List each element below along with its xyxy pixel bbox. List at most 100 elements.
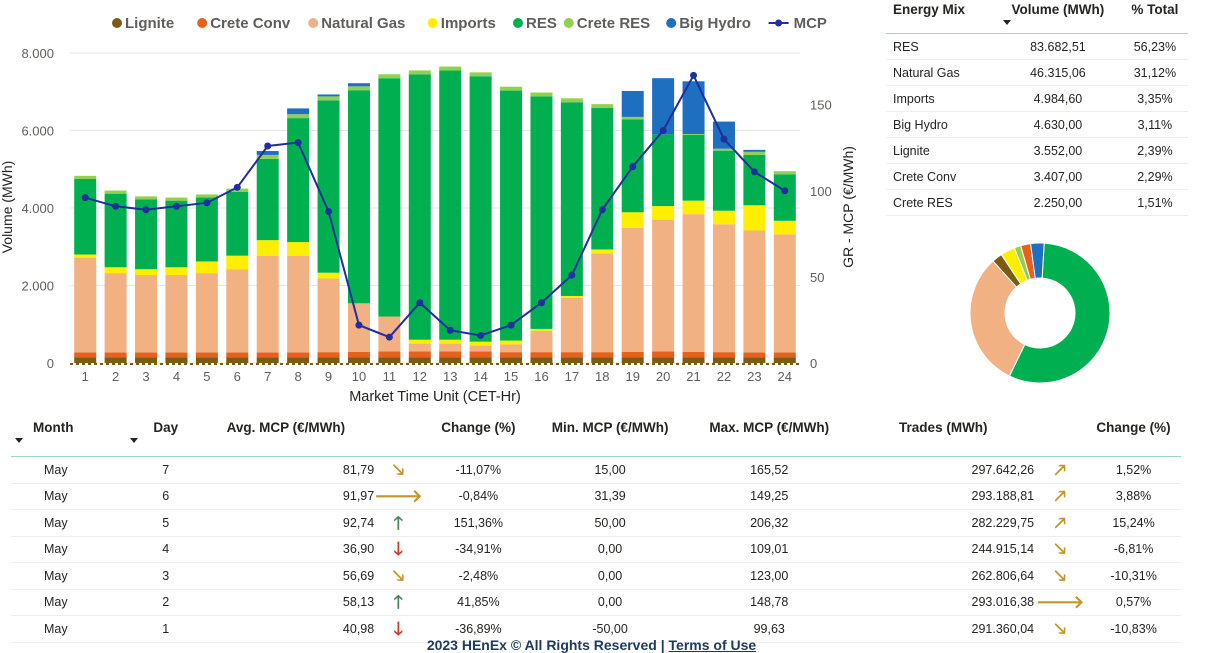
x-tick-label: 23	[747, 369, 761, 384]
month-header[interactable]: Month	[11, 414, 134, 457]
arrow-down-right-icon: 🡖	[1054, 565, 1067, 586]
bar-crete-res	[591, 104, 614, 109]
volume-cell: 3.407,00	[994, 163, 1122, 190]
energy-mix-header[interactable]: Energy Mix	[886, 0, 994, 34]
day-cell: 2	[133, 589, 198, 616]
month-cell: May	[11, 615, 134, 643]
mcp-point	[172, 202, 180, 210]
x-tick-label: 11	[383, 369, 397, 384]
arrow-up-icon: 🡑	[393, 512, 404, 533]
legend-marker	[308, 18, 319, 28]
x-tick-label: 24	[778, 369, 792, 384]
bar-natural-gas	[500, 344, 523, 353]
bar-crete-conv	[317, 352, 340, 358]
legend-label: Lignite	[125, 15, 174, 32]
change-header-2[interactable]: Change (%)	[1086, 414, 1181, 457]
min-mcp-cell: 0,00	[534, 562, 686, 590]
daily-row[interactable]: May 1 40,98 🡓 -36,89% -50,00 99,63 291.360,04 🡖 -…	[11, 615, 1181, 643]
daily-row[interactable]: May 5 92,74 🡑 151,36% 50,00 206,32 282.229,75 🡕 1…	[11, 509, 1181, 537]
change-header-1[interactable]: Change (%)	[422, 414, 535, 457]
month-cell: May	[11, 483, 134, 510]
bar-crete-res	[256, 154, 279, 159]
energy-mix-row[interactable]: Crete RES 2.250,00 1,51%	[886, 189, 1188, 216]
energy-mix-donut	[969, 242, 1111, 384]
bar-lignite	[591, 357, 614, 363]
x-tick-label: 1	[82, 369, 89, 384]
mcp-point	[385, 333, 393, 341]
daily-row[interactable]: May 3 56,69 🡖 -2,48% 0,00 123,00 262.806,64 🡖 -10…	[11, 562, 1181, 590]
arrow-up-right-icon: 🡕	[1054, 486, 1067, 507]
volume-header[interactable]: Volume (MWh)	[994, 0, 1122, 34]
sort-desc-icon[interactable]	[129, 438, 138, 443]
trades-cell: 291.360,04	[852, 615, 1035, 643]
trend-arrow-icon: 🡖	[1034, 536, 1087, 563]
daily-row[interactable]: May 7 81,79 🡖 -11,07% 15,00 165,52 297.642,26 🡕 1…	[11, 456, 1181, 484]
mcp-point	[446, 326, 454, 334]
energy-source-cell: Imports	[886, 85, 994, 112]
avg-mcp-cell: 91,97	[197, 483, 375, 510]
change-cell: 151,36%	[422, 509, 535, 537]
bar-crete-conv	[621, 351, 644, 358]
avg-mcp-header[interactable]: Avg. MCP (€/MWh)	[197, 414, 375, 457]
daily-row[interactable]: May 2 58,13 🡑 41,85% 0,00 148,78 293.016,38 🡒 0,5…	[11, 589, 1181, 616]
daily-row[interactable]: May 4 36,90 🡓 -34,91% 0,00 109,01 244.915,14 🡖 -6…	[11, 536, 1181, 563]
max-mcp-cell: 165,52	[685, 456, 853, 484]
bar-crete-res	[74, 175, 97, 179]
x-tick-label: 7	[264, 369, 271, 384]
sort-desc-icon[interactable]	[1003, 20, 1011, 25]
energy-mix-row[interactable]: Crete Conv 3.407,00 2,29%	[886, 163, 1188, 190]
bar-imports	[226, 255, 249, 270]
bar-res	[712, 150, 735, 211]
day-header[interactable]: Day	[129, 414, 198, 457]
bar-imports	[712, 210, 735, 225]
day-cell: 4	[133, 536, 198, 563]
volume-cell: 46.315,06	[994, 59, 1122, 86]
bar-lignite	[530, 357, 553, 363]
mcp-point	[477, 331, 485, 339]
avg-mcp-cell: 81,79	[197, 456, 375, 484]
energy-mix-row[interactable]: Imports 4.984,60 3,35%	[886, 85, 1188, 112]
bar-res	[530, 96, 553, 329]
energy-mix-row[interactable]: Lignite 3.552,00 2,39%	[886, 137, 1188, 164]
energy-mix-row[interactable]: Natural Gas 46.315,06 31,12%	[886, 59, 1188, 86]
trend-arrow-icon: 🡑	[374, 509, 423, 537]
bar-natural-gas	[287, 255, 310, 353]
arrow-down-right-icon: 🡖	[1054, 539, 1067, 560]
bar-lignite	[743, 357, 766, 363]
min-mcp-header[interactable]: Min. MCP (€/MWh)	[534, 414, 686, 457]
mcp-point	[81, 194, 89, 202]
mcp-point	[355, 321, 363, 329]
trades-header[interactable]: Trades (MWh)	[852, 414, 1035, 457]
bar-natural-gas	[74, 257, 97, 353]
trend-arrow-icon: 🡖	[1034, 615, 1087, 643]
sort-desc-icon[interactable]	[15, 438, 23, 443]
percent-total-header[interactable]: % Total	[1121, 0, 1188, 34]
daily-row[interactable]: May 6 91,97 🡒 -0,84% 31,39 149,25 293.188,81 🡕 3,…	[11, 483, 1181, 510]
bar-lignite	[378, 357, 401, 363]
energy-source-cell: Big Hydro	[886, 111, 994, 138]
bar-res	[652, 134, 675, 207]
bar-crete-res	[743, 151, 766, 155]
energy-mix-row[interactable]: Big Hydro 4.630,00 3,11%	[886, 111, 1188, 138]
trades-cell: 293.188,81	[852, 483, 1035, 510]
y2-tick-label: 150	[810, 98, 832, 113]
energy-mix-row[interactable]: RES 83.682,51 56,23%	[886, 33, 1188, 60]
min-mcp-cell: -50,00	[534, 615, 686, 643]
bar-lignite	[439, 357, 462, 363]
y-tick-label: 4.000	[21, 201, 54, 216]
legend-line-dot	[775, 19, 783, 27]
legend-label: Crete RES	[577, 15, 650, 32]
bar-lignite	[408, 357, 431, 363]
day-cell: 1	[133, 615, 198, 643]
terms-of-use-link[interactable]: Terms of Use	[668, 637, 757, 653]
bar-res	[135, 199, 158, 270]
bar-natural-gas	[317, 278, 340, 353]
bar-crete-res	[317, 96, 340, 101]
bar-res	[500, 90, 523, 341]
bar-res	[469, 76, 492, 342]
bar-natural-gas	[773, 234, 796, 353]
bar-crete-conv	[287, 352, 310, 358]
x-tick-label: 19	[625, 369, 639, 384]
max-mcp-header[interactable]: Max. MCP (€/MWh)	[685, 414, 853, 457]
bar-natural-gas	[226, 269, 249, 353]
